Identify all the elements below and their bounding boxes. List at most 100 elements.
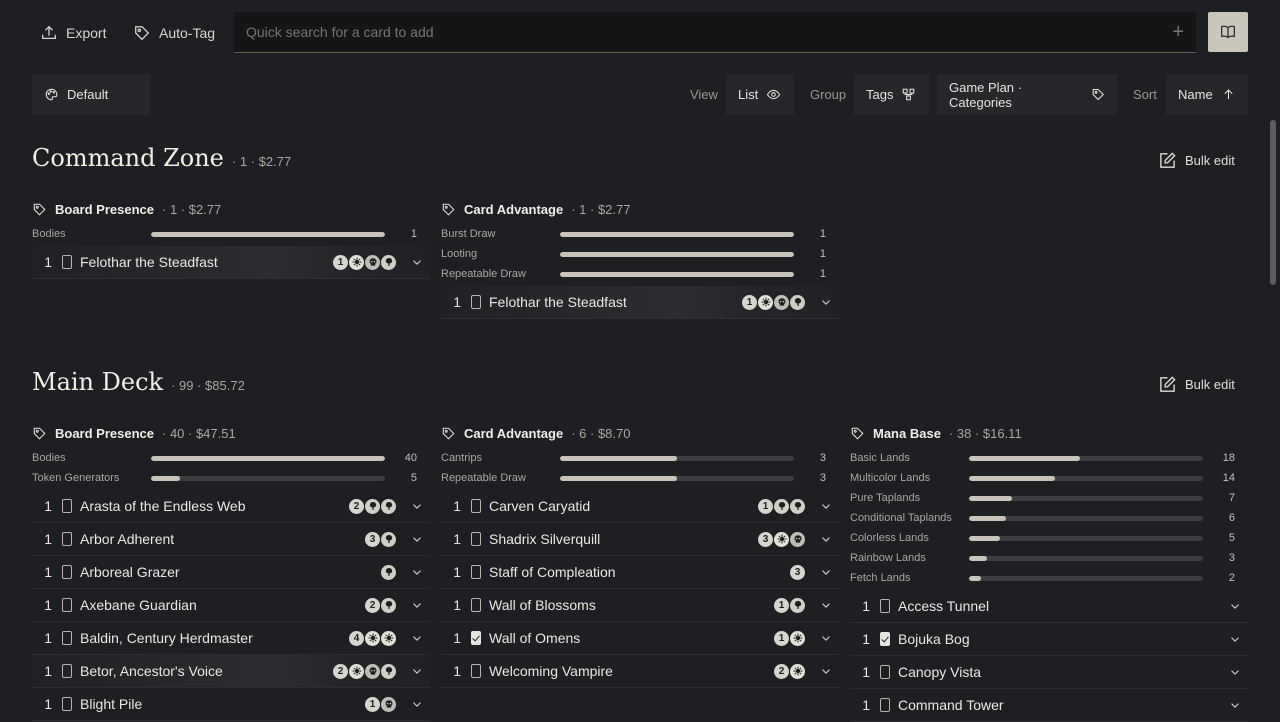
card-name[interactable]: Baldin, Century Herdmaster xyxy=(80,630,253,646)
chevron-down-icon[interactable] xyxy=(410,499,424,513)
chevron-down-icon[interactable] xyxy=(410,255,424,269)
card-row[interactable]: 1 Axebane Guardian 2 xyxy=(32,589,430,622)
book-button[interactable] xyxy=(1208,12,1248,52)
card-name[interactable]: Blight Pile xyxy=(80,696,143,712)
card-name[interactable]: Felothar the Steadfast xyxy=(489,294,627,310)
card-name[interactable]: Canopy Vista xyxy=(898,664,982,680)
card-name[interactable]: Command Tower xyxy=(898,697,1004,713)
auto-tag-button[interactable]: Auto-Tag xyxy=(123,13,225,53)
card-name[interactable]: Staff of Compleation xyxy=(489,564,616,580)
sort-selector[interactable]: Name xyxy=(1166,74,1248,115)
chevron-down-icon[interactable] xyxy=(410,598,424,612)
card-name[interactable]: Carven Caryatid xyxy=(489,498,591,514)
chevron-down-icon[interactable] xyxy=(410,697,424,711)
bulk-edit-button[interactable]: Bulk edit xyxy=(1158,151,1235,170)
card-checkbox[interactable] xyxy=(471,295,481,309)
card-name[interactable]: Shadrix Silverquill xyxy=(489,531,601,547)
card-checkbox[interactable] xyxy=(471,499,481,513)
card-checkbox[interactable] xyxy=(880,632,890,646)
group-header[interactable]: Card Advantage · 1 · $2.77 xyxy=(441,199,839,219)
card-checkbox[interactable] xyxy=(62,499,72,513)
card-checkbox[interactable] xyxy=(62,631,72,645)
chevron-down-icon[interactable] xyxy=(410,664,424,678)
card-row[interactable]: 1 Wall of Blossoms 1 xyxy=(441,589,839,622)
group-selector[interactable]: Tags xyxy=(854,74,929,115)
chevron-down-icon[interactable] xyxy=(1228,698,1242,712)
green-mana-icon xyxy=(790,597,805,613)
card-checkbox[interactable] xyxy=(471,631,481,645)
grid-icon xyxy=(903,88,915,101)
card-row[interactable]: 1 Wall of Omens 1 xyxy=(441,622,839,655)
card-row[interactable]: 1 Blight Pile 1 xyxy=(32,688,430,721)
card-name[interactable]: Arasta of the Endless Web xyxy=(80,498,246,514)
card-row[interactable]: 1 Baldin, Century Herdmaster 4 xyxy=(32,622,430,655)
card-name[interactable]: Arbor Adherent xyxy=(80,531,175,547)
card-row[interactable]: 1 Felothar the Steadfast 1 xyxy=(32,246,430,279)
theme-selector[interactable]: Default xyxy=(32,74,150,115)
chevron-down-icon[interactable] xyxy=(1228,599,1242,613)
card-row[interactable]: 1 Felothar the Steadfast 1 xyxy=(441,286,839,319)
group-meta: · 1 · $2.77 xyxy=(162,201,222,217)
card-checkbox[interactable] xyxy=(62,598,72,612)
card-row[interactable]: 1 Arasta of the Endless Web 2 xyxy=(32,490,430,523)
chevron-down-icon[interactable] xyxy=(819,295,833,309)
add-card-icon[interactable]: + xyxy=(1172,20,1184,43)
card-name[interactable]: Bojuka Bog xyxy=(898,631,970,647)
card-search-input[interactable] xyxy=(246,24,1173,40)
card-name[interactable]: Felothar the Steadfast xyxy=(80,254,218,270)
card-name[interactable]: Arboreal Grazer xyxy=(80,564,180,580)
stat-label: Pure Taplands xyxy=(850,492,921,504)
card-checkbox[interactable] xyxy=(471,565,481,579)
card-row[interactable]: 1 Canopy Vista xyxy=(850,656,1248,689)
stat-row: Token Generators 5 xyxy=(32,468,430,488)
card-checkbox[interactable] xyxy=(471,598,481,612)
card-checkbox[interactable] xyxy=(471,664,481,678)
chevron-down-icon[interactable] xyxy=(410,565,424,579)
card-checkbox[interactable] xyxy=(62,532,72,546)
card-row[interactable]: 1 Shadrix Silverquill 3 xyxy=(441,523,839,556)
card-checkbox[interactable] xyxy=(471,532,481,546)
group-header[interactable]: Board Presence · 1 · $2.77 xyxy=(32,199,430,219)
card-checkbox[interactable] xyxy=(62,664,72,678)
chevron-down-icon[interactable] xyxy=(410,532,424,546)
card-row[interactable]: 1 Bojuka Bog xyxy=(850,623,1248,656)
card-row[interactable]: 1 Betor, Ancestor's Voice 2 xyxy=(32,655,430,688)
card-name[interactable]: Wall of Blossoms xyxy=(489,597,596,613)
card-checkbox[interactable] xyxy=(880,698,890,712)
card-name[interactable]: Welcoming Vampire xyxy=(489,663,613,679)
bulk-edit-button[interactable]: Bulk edit xyxy=(1158,375,1235,394)
card-row[interactable]: 1 Welcoming Vampire 2 xyxy=(441,655,839,688)
card-row[interactable]: 1 Arbor Adherent 3 xyxy=(32,523,430,556)
card-name[interactable]: Wall of Omens xyxy=(489,630,581,646)
card-checkbox[interactable] xyxy=(62,255,72,269)
card-name[interactable]: Betor, Ancestor's Voice xyxy=(80,663,223,679)
card-name[interactable]: Axebane Guardian xyxy=(80,597,197,613)
export-button[interactable]: Export xyxy=(30,13,116,53)
chevron-down-icon[interactable] xyxy=(410,631,424,645)
card-checkbox[interactable] xyxy=(880,665,890,679)
card-checkbox[interactable] xyxy=(880,599,890,613)
card-row[interactable]: 1 Arboreal Grazer xyxy=(32,556,430,589)
chevron-down-icon[interactable] xyxy=(819,631,833,645)
card-checkbox[interactable] xyxy=(62,565,72,579)
group-header[interactable]: Mana Base · 38 · $16.11 xyxy=(850,423,1248,443)
book-icon xyxy=(1221,25,1235,39)
chevron-down-icon[interactable] xyxy=(819,532,833,546)
scrollbar[interactable] xyxy=(1270,120,1276,285)
card-name[interactable]: Access Tunnel xyxy=(898,598,990,614)
chevron-down-icon[interactable] xyxy=(819,598,833,612)
group-header[interactable]: Board Presence · 40 · $47.51 xyxy=(32,423,430,443)
group-header[interactable]: Card Advantage · 6 · $8.70 xyxy=(441,423,839,443)
chevron-down-icon[interactable] xyxy=(1228,632,1242,646)
category-selector[interactable]: Game Plan · Categories xyxy=(937,74,1117,115)
card-row[interactable]: 1 Command Tower xyxy=(850,689,1248,722)
chevron-down-icon[interactable] xyxy=(819,664,833,678)
chevron-down-icon[interactable] xyxy=(1228,665,1242,679)
card-row[interactable]: 1 Staff of Compleation 3 xyxy=(441,556,839,589)
view-selector[interactable]: List xyxy=(726,74,794,115)
card-checkbox[interactable] xyxy=(62,697,72,711)
chevron-down-icon[interactable] xyxy=(819,565,833,579)
card-row[interactable]: 1 Carven Caryatid 1 xyxy=(441,490,839,523)
chevron-down-icon[interactable] xyxy=(819,499,833,513)
card-row[interactable]: 1 Access Tunnel xyxy=(850,590,1248,623)
